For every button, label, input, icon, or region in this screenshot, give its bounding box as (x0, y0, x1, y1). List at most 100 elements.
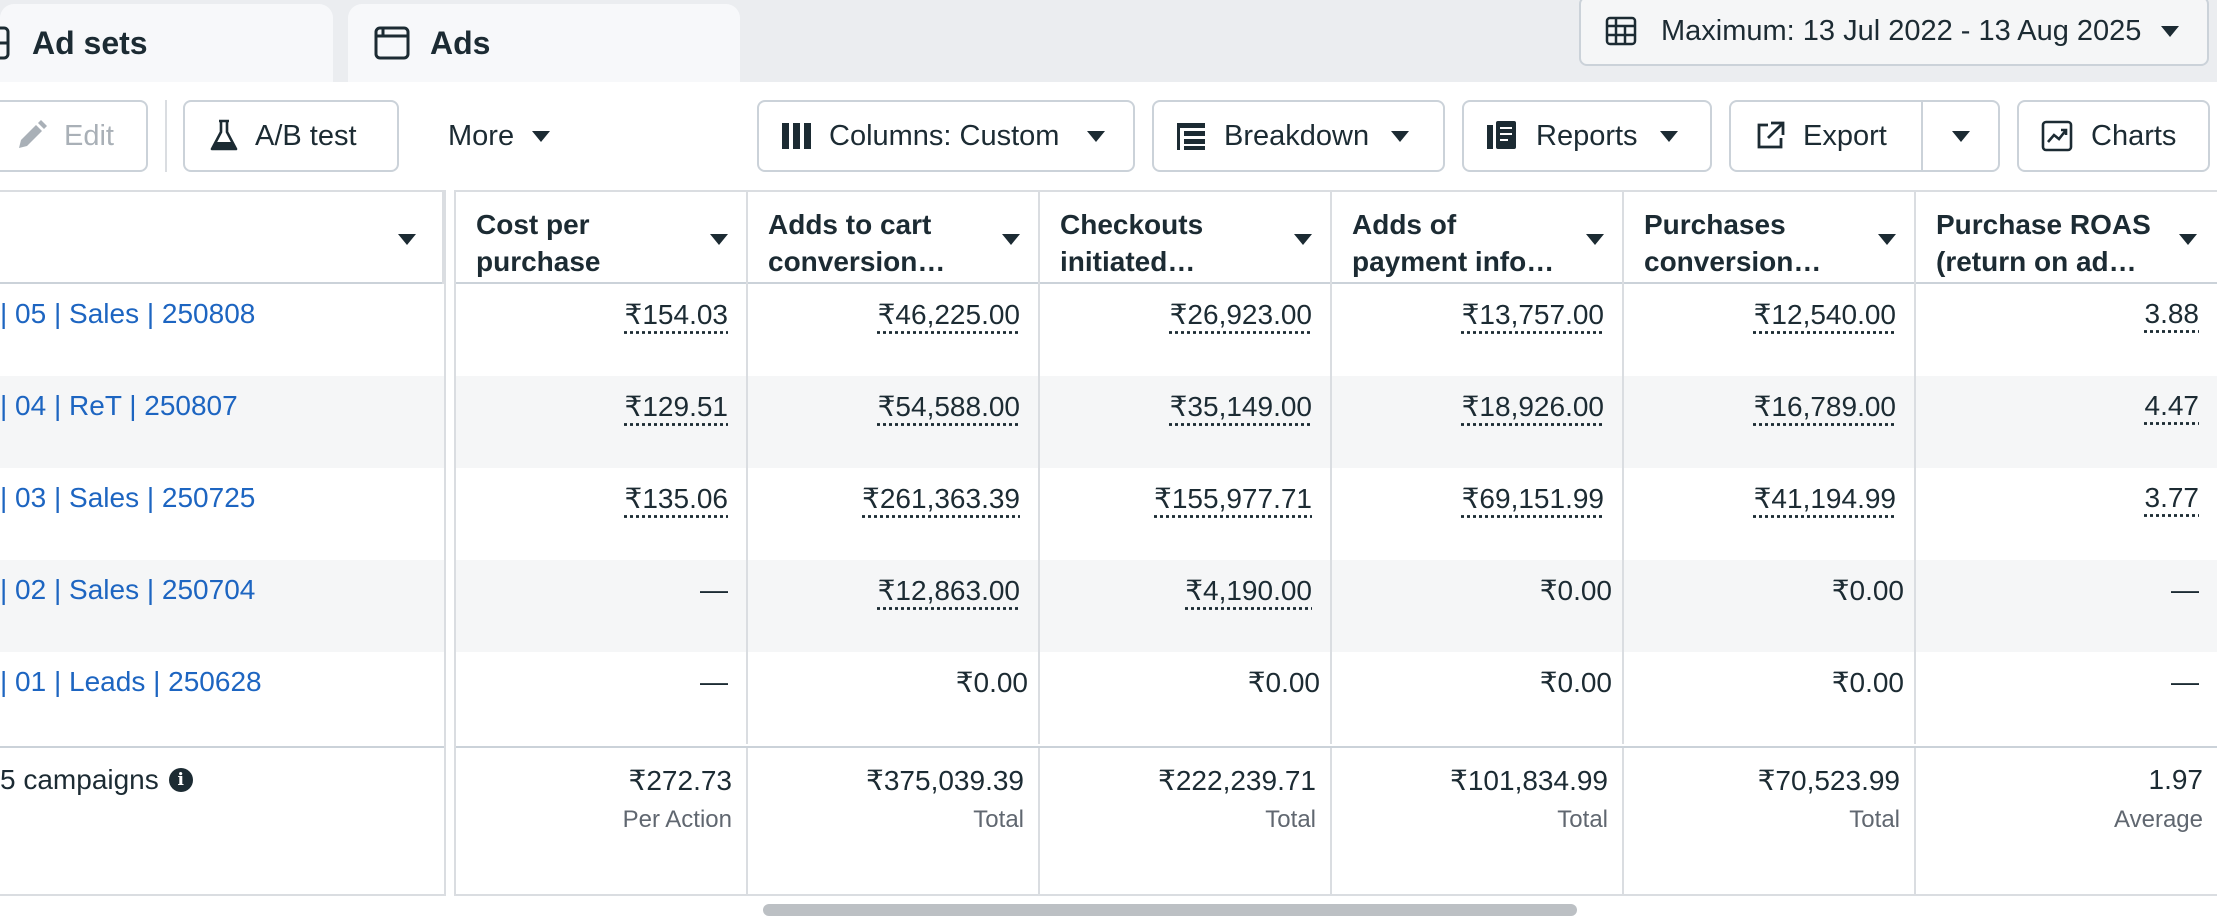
metric-value-link[interactable]: ₹129.51 (624, 391, 728, 422)
table-cell: ₹0.00 (748, 652, 1040, 744)
totals-cell: ₹101,834.99 Total (1332, 748, 1624, 896)
ab-test-button[interactable]: A/B test (183, 100, 399, 172)
table-row[interactable]: | 05 | Sales | 250808 ₹154.03 ₹46,225.00 ₹2… (0, 284, 2217, 376)
charts-button[interactable]: Charts (2017, 100, 2210, 172)
campaign-name-link[interactable]: | 05 | Sales | 250808 (0, 298, 256, 329)
metric-value-link[interactable]: ₹46,225.00 (877, 299, 1020, 330)
campaign-name-link[interactable]: | 03 | Sales | 250725 (0, 482, 256, 513)
metric-value-link[interactable]: ₹154.03 (624, 299, 728, 330)
table-cell: ₹0.00 (1624, 560, 1916, 652)
campaign-table: Cost per purchase Adds to cart conversio… (0, 190, 2217, 896)
frozen-column-divider[interactable] (444, 190, 456, 896)
metric-value: — (700, 574, 728, 605)
metric-value-link[interactable]: ₹13,757.00 (1461, 299, 1604, 330)
tab-ads[interactable]: Ads (348, 4, 740, 82)
breakdown-button[interactable]: Breakdown (1152, 100, 1445, 172)
column-header[interactable]: Checkouts initiated… (1040, 192, 1332, 284)
metric-value-link[interactable]: 4.47 (2144, 390, 2200, 421)
metric-value-link[interactable]: 3.77 (2144, 482, 2200, 513)
metric-value-link[interactable]: ₹41,194.99 (1753, 483, 1896, 514)
metric-value-link[interactable]: ₹261,363.39 (862, 483, 1020, 514)
chevron-down-icon (2161, 25, 2179, 37)
column-header[interactable]: Cost per purchase (456, 192, 748, 284)
export-dropdown-button[interactable] (1921, 100, 2000, 172)
table-cell: 4.47 (1916, 376, 2217, 468)
metric-value-link[interactable]: ₹18,926.00 (1461, 391, 1604, 422)
reports-button[interactable]: Reports (1462, 100, 1712, 172)
metric-value: ₹0.00 (1247, 667, 1320, 698)
table-row[interactable]: | 02 | Sales | 250704 — ₹12,863.00 ₹4,190.0… (0, 560, 2217, 652)
tab-ad-sets[interactable]: Ad sets (0, 4, 333, 82)
table-cell: ₹69,151.99 (1332, 468, 1624, 560)
metric-value-link[interactable]: ₹12,863.00 (877, 575, 1020, 606)
campaign-name-link[interactable]: | 04 | ReT | 250807 (0, 390, 238, 421)
chevron-down-icon[interactable] (1586, 234, 1604, 245)
export-label: Export (1803, 119, 1887, 152)
campaign-name-link[interactable]: | 01 | Leads | 250628 (0, 666, 262, 697)
metric-value-link[interactable]: ₹155,977.71 (1154, 483, 1312, 514)
table-cell: ₹4,190.00 (1040, 560, 1332, 652)
campaign-name-cell: | 01 | Leads | 250628 (0, 652, 444, 744)
chevron-down-icon (1391, 130, 1410, 142)
ads-icon (374, 26, 410, 60)
column-header[interactable]: Adds to cart conversion… (748, 192, 1040, 284)
horizontal-scrollbar[interactable] (763, 904, 1577, 916)
columns-button[interactable]: Columns: Custom (757, 100, 1135, 172)
column-header-label: Adds to cart conversion… (768, 209, 946, 277)
ab-test-label: A/B test (255, 119, 357, 152)
metric-value-link[interactable]: ₹4,190.00 (1185, 575, 1312, 606)
totals-value: ₹222,239.71 (1158, 765, 1316, 796)
metric-value-link[interactable]: ₹12,540.00 (1753, 299, 1896, 330)
column-header-label: Adds of payment info… (1352, 209, 1555, 277)
chevron-down-icon[interactable] (398, 234, 416, 245)
table-row[interactable]: | 04 | ReT | 250807 ₹129.51 ₹54,588.00 ₹35,… (0, 376, 2217, 468)
table-cell: ₹16,789.00 (1624, 376, 1916, 468)
column-header[interactable]: Purchases conversion… (1624, 192, 1916, 284)
more-label: More (448, 119, 515, 152)
charts-label: Charts (2091, 119, 2177, 152)
chart-icon (2041, 120, 2073, 152)
table-cell: ₹0.00 (1040, 652, 1332, 744)
date-range-picker[interactable]: Maximum: 13 Jul 2022 - 13 Aug 2025 (1579, 0, 2209, 66)
metric-value-link[interactable]: 3.88 (2144, 298, 2200, 329)
pencil-icon (19, 120, 47, 148)
table-cell: ₹129.51 (456, 376, 748, 468)
name-column-header[interactable] (0, 192, 444, 284)
table-cell: ₹26,923.00 (1040, 284, 1332, 376)
table-cell: ₹12,863.00 (748, 560, 1040, 652)
metric-value-link[interactable]: ₹26,923.00 (1169, 299, 1312, 330)
totals-cell: ₹272.73 Per Action (456, 748, 748, 896)
metric-value: — (2171, 666, 2199, 697)
flask-icon (210, 119, 238, 151)
info-icon[interactable]: i (168, 768, 193, 792)
columns-icon (782, 123, 811, 149)
totals-value: 1.97 (2148, 764, 2204, 795)
table-row[interactable]: | 03 | Sales | 250725 ₹135.06 ₹261,363.39 ₹… (0, 468, 2217, 560)
chevron-down-icon[interactable] (2179, 234, 2197, 245)
more-button[interactable]: More (420, 100, 570, 172)
metric-value-link[interactable]: ₹54,588.00 (877, 391, 1020, 422)
chevron-down-icon[interactable] (1002, 234, 1020, 245)
chevron-down-icon[interactable] (1878, 234, 1896, 245)
chevron-down-icon[interactable] (1294, 234, 1312, 245)
metric-value-link[interactable]: ₹69,151.99 (1461, 483, 1604, 514)
export-button[interactable]: Export (1729, 100, 1923, 172)
table-cell: 3.77 (1916, 468, 2217, 560)
table-cell: ₹46,225.00 (748, 284, 1040, 376)
table-cell: ₹0.00 (1624, 652, 1916, 744)
table-cell: ₹154.03 (456, 284, 748, 376)
metric-value-link[interactable]: ₹16,789.00 (1753, 391, 1896, 422)
chevron-down-icon[interactable] (710, 234, 728, 245)
metric-value-link[interactable]: ₹35,149.00 (1169, 391, 1312, 422)
column-header[interactable]: Adds of payment info… (1332, 192, 1624, 284)
metric-value: ₹0.00 (955, 667, 1028, 698)
table-row[interactable]: | 01 | Leads | 250628 — ₹0.00 ₹0.00 ₹0.00 ₹0.… (0, 652, 2217, 744)
tab-bar: Ad sets Ads Maximum: 13 Jul 2022 - 13 Au… (0, 0, 2217, 82)
metric-value-link[interactable]: ₹135.06 (624, 483, 728, 514)
totals-name-cell: 5 campaigns i (0, 748, 444, 896)
table-cell: — (456, 560, 748, 652)
campaign-name-link[interactable]: | 02 | Sales | 250704 (0, 574, 256, 605)
edit-button[interactable]: Edit (0, 100, 148, 172)
chevron-down-icon (1951, 130, 1970, 142)
column-header[interactable]: Purchase ROAS (return on ad… (1916, 192, 2217, 284)
